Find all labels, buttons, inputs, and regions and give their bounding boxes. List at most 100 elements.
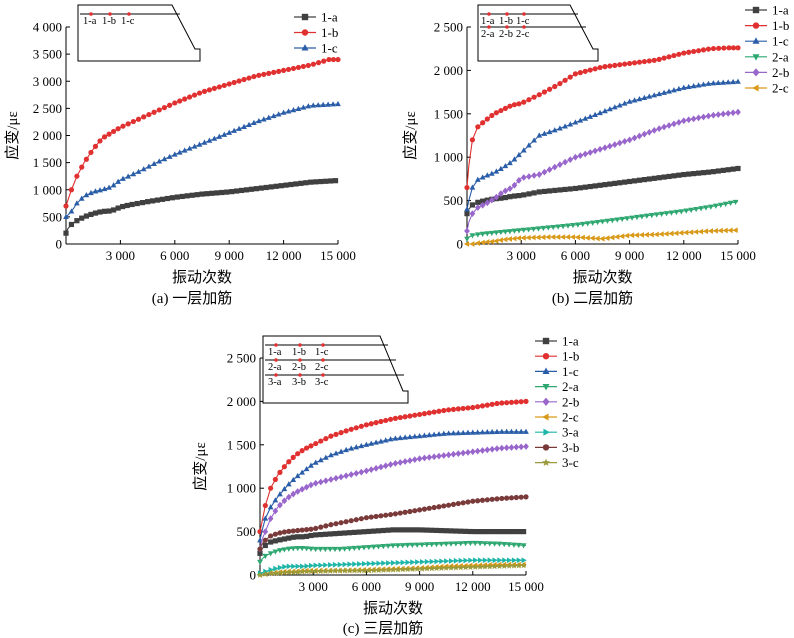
data-point-1-a <box>691 171 697 177</box>
data-point-3-c <box>307 568 315 575</box>
data-point-1-b <box>484 116 490 122</box>
data-point-3-c <box>256 571 264 578</box>
data-point-2-a <box>346 546 353 552</box>
data-point-1-b <box>671 52 677 59</box>
data-point-1-b <box>300 63 306 70</box>
data-point-3-c <box>428 565 435 572</box>
data-point-2-c <box>484 239 490 245</box>
data-point-1-b <box>441 407 447 414</box>
data-point-1-a <box>475 199 481 205</box>
data-point-3-a <box>390 559 397 566</box>
legend-label-3-a: 3-a <box>562 425 579 440</box>
data-point-3-c <box>346 567 353 574</box>
data-point-1-b <box>469 137 476 143</box>
data-point-1-b <box>546 86 553 92</box>
data-point-1-c <box>161 156 168 162</box>
data-point-1-a <box>238 187 245 194</box>
data-point-1-c <box>426 432 433 438</box>
data-point-3-b <box>484 497 490 503</box>
data-point-3-a <box>487 557 493 564</box>
data-point-1-a <box>63 230 69 236</box>
data-point-2-b <box>557 161 563 169</box>
legend-marker-3-a <box>543 428 550 436</box>
data-point-1-a <box>671 173 677 179</box>
data-point-2-a <box>540 225 547 232</box>
data-point-1-b <box>343 428 349 434</box>
data-point-2-b <box>474 447 481 455</box>
data-point-1-b <box>479 403 486 409</box>
data-point-2-c <box>515 235 522 242</box>
data-point-2-b <box>508 444 515 451</box>
data-point-1-c <box>582 115 589 121</box>
data-point-1-b <box>387 416 394 422</box>
data-point-1-c <box>272 497 279 503</box>
data-point-3-c <box>370 567 377 574</box>
data-point-1-a <box>332 531 338 537</box>
data-point-1-c <box>378 438 384 444</box>
data-point-1-b <box>373 420 379 426</box>
data-point-1-c <box>353 444 360 450</box>
data-point-3-a <box>516 557 522 564</box>
data-point-2-c <box>653 231 659 238</box>
data-point-2-a <box>648 213 655 219</box>
data-point-2-c <box>648 231 654 238</box>
data-point-1-c <box>110 182 117 188</box>
data-point-1-b <box>592 66 598 72</box>
data-point-1-c <box>488 170 495 176</box>
data-point-2-b <box>290 490 297 498</box>
data-point-2-a <box>609 218 616 224</box>
data-point-1-a <box>253 186 259 192</box>
data-point-1-b <box>504 400 510 406</box>
data-point-1-b <box>521 99 527 105</box>
data-point-2-b <box>562 158 568 166</box>
data-point-1-a <box>725 167 731 173</box>
data-point-3-c <box>317 567 324 575</box>
data-point-2-c <box>609 234 615 241</box>
data-point-1-a <box>83 213 89 219</box>
data-point-2-c <box>663 230 669 237</box>
data-point-1-b <box>187 94 193 100</box>
data-point-1-b <box>636 59 643 65</box>
data-point-1-a <box>480 198 486 204</box>
gauge-point <box>298 373 302 377</box>
data-point-1-a <box>676 172 682 178</box>
data-point-2-b <box>715 111 722 118</box>
data-point-1-a <box>502 194 508 201</box>
data-point-3-c <box>272 569 279 576</box>
data-point-2-c <box>530 234 536 241</box>
data-point-2-b <box>735 108 741 116</box>
data-point-2-b <box>464 227 470 235</box>
data-point-1-c <box>140 166 147 172</box>
data-point-2-b <box>503 444 510 452</box>
data-point-2-a <box>693 206 699 213</box>
data-point-1-c <box>494 428 500 434</box>
data-point-2-b <box>513 443 520 451</box>
data-point-2-b <box>666 122 672 129</box>
data-point-1-b <box>597 64 603 71</box>
data-point-3-c <box>409 565 416 572</box>
data-point-2-c <box>511 235 517 242</box>
data-point-1-a <box>516 193 522 199</box>
data-point-2-b <box>493 193 500 201</box>
data-point-1-c <box>83 192 90 198</box>
data-point-2-a <box>634 214 640 221</box>
data-point-1-b <box>251 73 257 80</box>
data-point-3-a <box>313 562 319 569</box>
y-tick-label: 2 000 <box>434 63 463 78</box>
legend-marker-1-c <box>752 37 760 44</box>
data-point-3-b <box>441 503 447 509</box>
data-point-1-b <box>191 92 198 98</box>
data-point-3-a <box>352 561 358 567</box>
data-point-2-b <box>402 458 408 465</box>
data-point-3-c <box>447 564 455 571</box>
data-point-1-a <box>501 529 507 535</box>
data-point-1-b <box>363 422 369 428</box>
data-point-1-b <box>276 68 282 74</box>
data-point-2-a <box>488 230 495 237</box>
data-point-1-c <box>323 454 329 460</box>
data-point-1-c <box>695 82 702 88</box>
data-point-2-b <box>426 454 433 461</box>
data-point-3-c <box>476 563 484 570</box>
data-point-2-a <box>299 546 305 552</box>
